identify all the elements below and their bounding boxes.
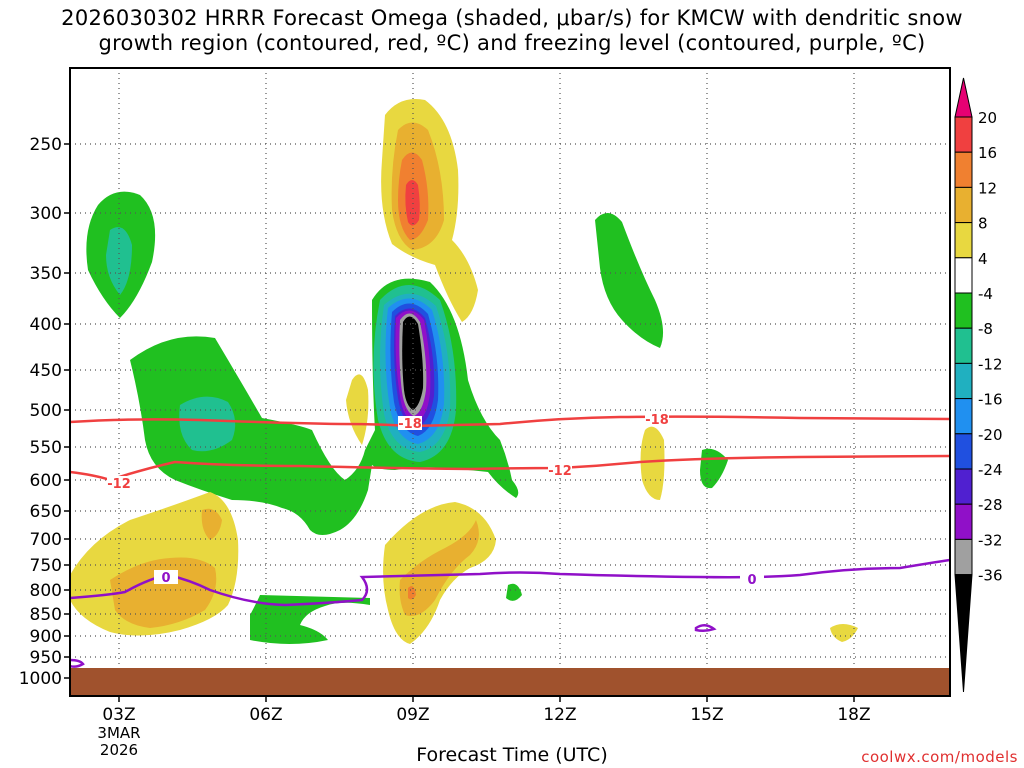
colorbar-swatch-8 [954, 362, 973, 400]
y-tick-label-500: 500 [30, 401, 62, 421]
red-upper-09z [405, 180, 420, 226]
colorbar-top-arrow [954, 77, 973, 118]
contour-label-minus18-09z: -18 [398, 417, 422, 432]
colorbar-swatch-3 [954, 186, 973, 224]
contour-label-minus12-12z-bg [548, 463, 572, 477]
omega-shading [70, 99, 858, 644]
x-tick-label-18Z: 18Z [837, 705, 870, 725]
y-tick-label-900: 900 [30, 627, 62, 647]
contour-label-zero-16z-bg [740, 572, 764, 586]
title-line-2: growth region (contoured, red, ºC) and f… [98, 31, 926, 55]
yellow-patch-14z [640, 426, 665, 500]
contour-label-minus12-12z: -12 [548, 464, 572, 479]
teal-patch-04z [179, 396, 236, 452]
contour-label-zero-16z: 0 [747, 573, 756, 588]
credit-text: coolwx.com/models [861, 748, 1018, 766]
y-tick-label-350: 350 [30, 264, 62, 284]
x-tick-label-12Z: 12Z [543, 705, 576, 725]
x-tick-label-03Z: 03Z [102, 705, 135, 725]
y-tick-label-650: 650 [30, 502, 62, 522]
colorbar-swatch-5 [954, 257, 973, 294]
colorbar-label-1: 16 [978, 144, 997, 162]
colorbar-swatch-4 [954, 222, 973, 259]
y-tick-label-700: 700 [30, 530, 62, 550]
y-tick-label-600: 600 [30, 471, 62, 491]
green-blob-13z-upper [595, 212, 664, 348]
colorbar-label-12: -32 [978, 531, 1003, 549]
contour-label-minus18-14z-bg [645, 412, 669, 426]
contour-zero-small-15z [694, 624, 717, 633]
gold-low-04z [110, 557, 217, 628]
colorbar-label-3: 8 [978, 215, 988, 233]
y-tick-label-1000: 1000 [19, 669, 62, 689]
date-label-month: 3MAR [97, 724, 140, 742]
contour-minus12 [70, 454, 950, 482]
gold-speck-05z [201, 508, 222, 540]
x-tick-label-06Z: 06Z [249, 705, 282, 725]
y-axis: 2503003504004505005506006507007508008509… [19, 135, 70, 689]
y-tick-label-300: 300 [30, 204, 62, 224]
y-tick-label-800: 800 [30, 581, 62, 601]
contour-minus18 [70, 415, 950, 428]
grid-lines [70, 68, 950, 696]
y-tick-label-550: 550 [30, 438, 62, 458]
ground-fill [70, 668, 950, 696]
colorbar-swatch-7 [954, 327, 973, 364]
chart-title: 2026030302 HRRR Forecast Omega (shaded, … [0, 6, 1024, 56]
colorbar-label-2: 12 [978, 179, 997, 197]
colorbar-label-11: -28 [978, 496, 1003, 514]
colorbar-swatch-6 [954, 292, 973, 329]
teal-core-03z-upper [106, 227, 132, 295]
date-label-year: 2026 [100, 741, 138, 759]
colorbar-swatch-1 [954, 116, 973, 153]
colorbar-label-4: 4 [978, 250, 988, 268]
colorbar-label-0: 20 [978, 109, 997, 127]
y-tick-label-750: 750 [30, 556, 62, 576]
yellow-patch-18z [830, 624, 858, 642]
colorbar-label-6: -8 [978, 320, 993, 338]
contour-zero-small-left [70, 658, 85, 668]
colorbar-label-9: -20 [978, 426, 1003, 444]
contour-label-zero-04z: 0 [161, 571, 170, 586]
green-low-07z [250, 595, 370, 644]
colorbar-swatch-2 [954, 151, 973, 188]
y-tick-label-250: 250 [30, 135, 62, 155]
yellow-patch-08z [346, 374, 369, 445]
y-tick-label-450: 450 [30, 361, 62, 381]
contour-label-minus18-14z: -18 [645, 413, 669, 428]
colorbar-swatch-13 [954, 538, 973, 576]
title-line-1: 2026030302 HRRR Forecast Omega (shaded, … [61, 6, 963, 30]
plot-frame [69, 67, 951, 697]
x-tick-label-15Z: 15Z [690, 705, 723, 725]
colorbar-bottom-arrow [954, 574, 973, 693]
colorbar-label-5: -4 [978, 285, 993, 303]
contour-label-zero-04z-bg [154, 570, 178, 584]
green-patch-11z-low [506, 583, 522, 601]
colorbar-label-8: -16 [978, 391, 1003, 409]
y-tick-label-850: 850 [30, 605, 62, 625]
x-tick-label-09Z: 09Z [396, 705, 429, 725]
colorbar-swatch-10 [954, 433, 973, 470]
x-axis-label: Forecast Time (UTC) [416, 744, 608, 766]
colorbar-swatch-12 [954, 503, 973, 540]
colorbar-swatch-11 [954, 468, 973, 505]
y-tick-label-950: 950 [30, 648, 62, 668]
contour-lines: -18 -18 -12 -12 0 0 [70, 412, 950, 668]
colorbar-label-7: -12 [978, 355, 1003, 373]
contour-label-minus18-09z-bg [398, 416, 422, 430]
gold-low-09z [399, 520, 479, 616]
contour-label-minus12-03z-bg [107, 476, 131, 490]
colorbar-label-13: -36 [978, 567, 1003, 585]
contour-label-minus12-03z: -12 [107, 477, 131, 492]
y-tick-label-400: 400 [30, 315, 62, 335]
green-patch-15z [700, 448, 728, 489]
colorbar-swatch-9 [954, 398, 973, 435]
colorbar: 20 16 12 8 4 -4 -8 -12 -16 -20 -24 -28 -32 -36 [954, 77, 1003, 693]
colorbar-label-10: -24 [978, 461, 1003, 479]
